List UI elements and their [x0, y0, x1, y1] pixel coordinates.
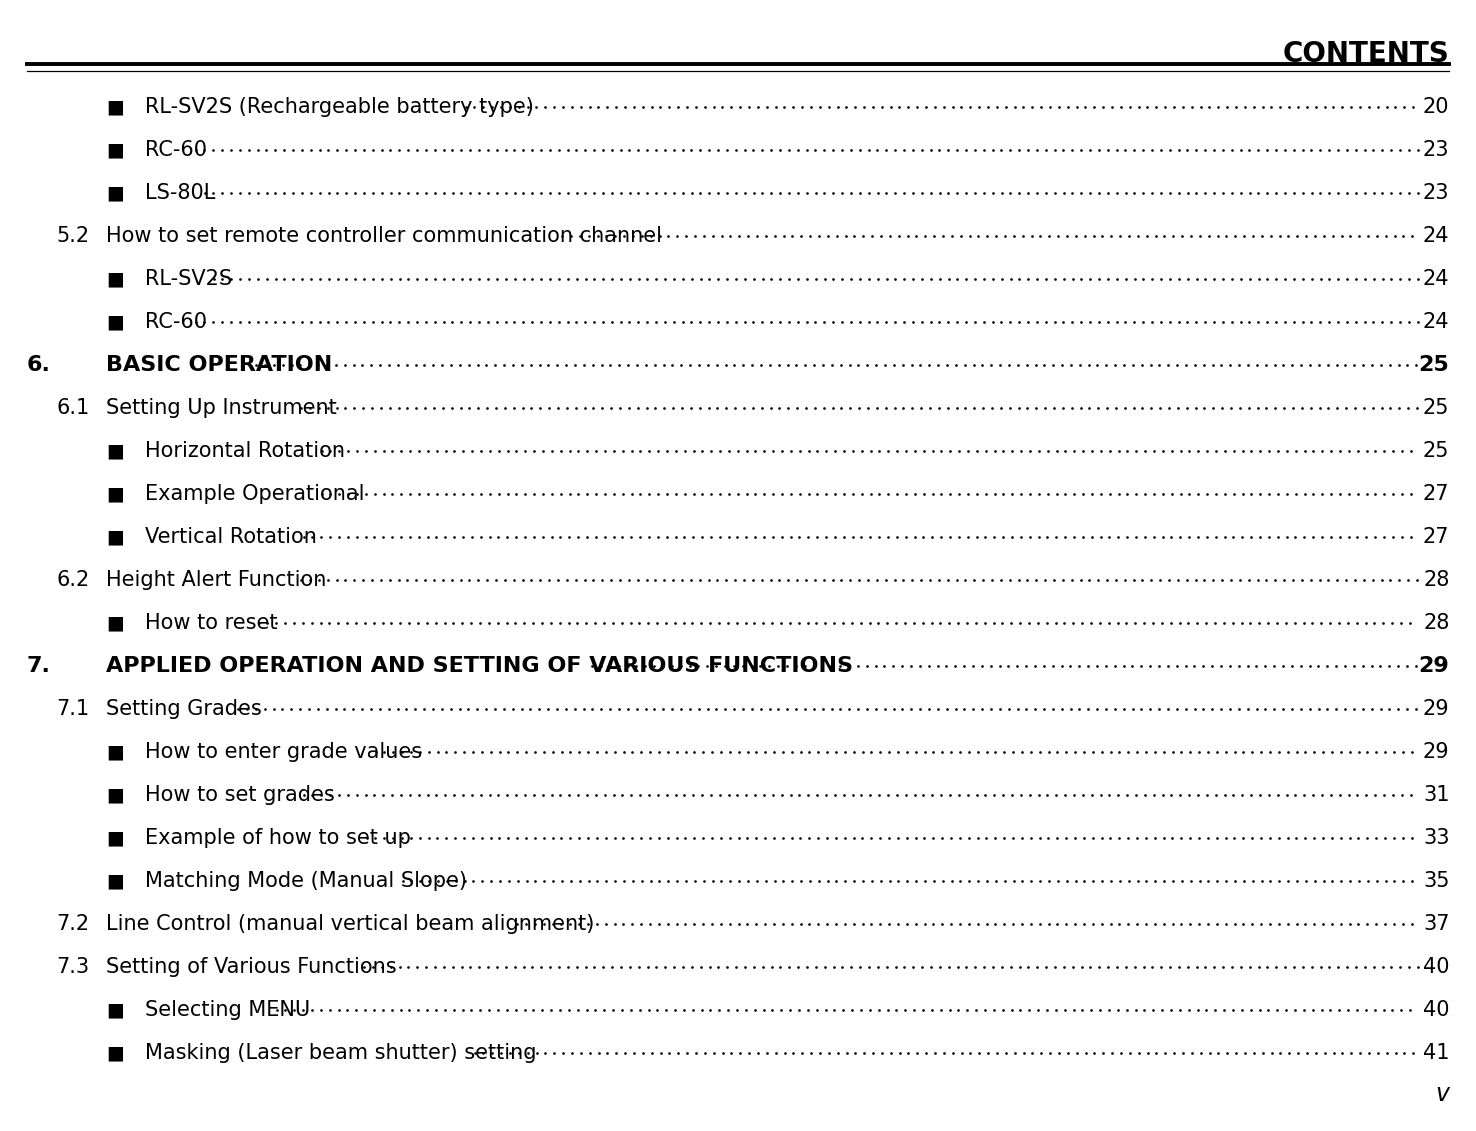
Text: ■: ■ [106, 442, 124, 460]
Text: ■: ■ [106, 141, 124, 159]
Text: Example of how to set up: Example of how to set up [145, 828, 410, 848]
Text: 41: 41 [1423, 1043, 1449, 1063]
Text: How to set grades: How to set grades [145, 785, 335, 805]
Text: 7.2: 7.2 [56, 914, 89, 934]
Text: 23: 23 [1423, 183, 1449, 204]
Text: Masking (Laser beam shutter) setting: Masking (Laser beam shutter) setting [145, 1043, 536, 1063]
Text: 6.2: 6.2 [56, 570, 90, 590]
Text: LS-80L: LS-80L [145, 183, 215, 204]
Text: RC-60: RC-60 [145, 312, 207, 333]
Text: 6.1: 6.1 [56, 398, 90, 418]
Text: Example Operational: Example Operational [145, 484, 365, 504]
Text: ■: ■ [106, 1001, 124, 1019]
Text: 7.: 7. [27, 656, 50, 676]
Text: ■: ■ [106, 872, 124, 890]
Text: 5.2: 5.2 [56, 226, 89, 247]
Text: 23: 23 [1423, 140, 1449, 161]
Text: Horizontal Rotation: Horizontal Rotation [145, 441, 345, 461]
Text: ■: ■ [106, 528, 124, 546]
Text: 29: 29 [1418, 656, 1449, 676]
Text: 7.1: 7.1 [56, 699, 89, 719]
Text: APPLIED OPERATION AND SETTING OF VARIOUS FUNCTIONS: APPLIED OPERATION AND SETTING OF VARIOUS… [106, 656, 853, 676]
Text: Selecting MENU: Selecting MENU [145, 1000, 310, 1020]
Text: 35: 35 [1423, 871, 1449, 891]
Text: ■: ■ [106, 614, 124, 632]
Text: 28: 28 [1423, 570, 1449, 590]
Text: 31: 31 [1423, 785, 1449, 805]
Text: RL-SV2S: RL-SV2S [145, 269, 232, 290]
Text: Height Alert Function: Height Alert Function [106, 570, 326, 590]
Text: How to enter grade values: How to enter grade values [145, 742, 422, 762]
Text: 25: 25 [1423, 441, 1449, 461]
Text: ■: ■ [106, 184, 124, 202]
Text: 25: 25 [1423, 398, 1449, 418]
Text: 29: 29 [1423, 742, 1449, 762]
Text: ■: ■ [106, 98, 124, 116]
Text: Line Control (manual vertical beam alignment): Line Control (manual vertical beam align… [106, 914, 595, 934]
Text: How to reset: How to reset [145, 613, 277, 633]
Text: Setting Grades: Setting Grades [106, 699, 263, 719]
Text: ■: ■ [106, 270, 124, 288]
Text: BASIC OPERATION: BASIC OPERATION [106, 355, 332, 375]
Text: RL-SV2S (Rechargeable battery type): RL-SV2S (Rechargeable battery type) [145, 97, 533, 118]
Text: ■: ■ [106, 1044, 124, 1062]
Text: Matching Mode (Manual Slope): Matching Mode (Manual Slope) [145, 871, 466, 891]
Text: ■: ■ [106, 313, 124, 331]
Text: 20: 20 [1423, 97, 1449, 118]
Text: 27: 27 [1423, 484, 1449, 504]
Text: 29: 29 [1423, 699, 1449, 719]
Text: 27: 27 [1423, 527, 1449, 547]
Text: Vertical Rotation: Vertical Rotation [145, 527, 316, 547]
Text: 28: 28 [1423, 613, 1449, 633]
Text: 7.3: 7.3 [56, 957, 89, 977]
Text: 40: 40 [1423, 1000, 1449, 1020]
Text: CONTENTS: CONTENTS [1283, 40, 1449, 68]
Text: 24: 24 [1423, 312, 1449, 333]
Text: ■: ■ [106, 829, 124, 847]
Text: 24: 24 [1423, 269, 1449, 290]
Text: RC-60: RC-60 [145, 140, 207, 161]
Text: How to set remote controller communication channel: How to set remote controller communicati… [106, 226, 663, 247]
Text: Setting of Various Functions: Setting of Various Functions [106, 957, 397, 977]
Text: 37: 37 [1423, 914, 1449, 934]
Text: 40: 40 [1423, 957, 1449, 977]
Text: ■: ■ [106, 485, 124, 503]
Text: 6.: 6. [27, 355, 50, 375]
Text: 25: 25 [1418, 355, 1449, 375]
Text: 33: 33 [1423, 828, 1449, 848]
Text: Setting Up Instrument: Setting Up Instrument [106, 398, 337, 418]
Text: ■: ■ [106, 786, 124, 804]
Text: 24: 24 [1423, 226, 1449, 247]
Text: v: v [1436, 1082, 1449, 1106]
Text: ■: ■ [106, 743, 124, 761]
